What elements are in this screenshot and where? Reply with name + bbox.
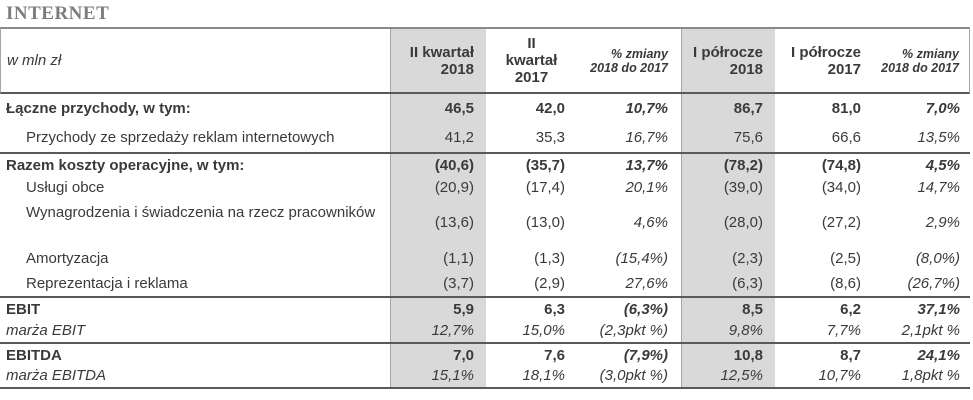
table-cell: (2,5)	[830, 250, 861, 267]
table-cell: (39,0)	[681, 176, 775, 200]
table-cell: 9,8%	[681, 319, 775, 342]
table-cell: 1,8pkt %	[901, 367, 960, 384]
unit-label: w mln zł	[7, 52, 62, 69]
table-row-total-revenue: Łączne przychody, w tym: 46,5 42,0 10,7%…	[0, 94, 970, 123]
table-row-ebit-margin: marża EBIT 12,7% 15,0% (2,3pkt %) 9,8% 7…	[0, 319, 970, 342]
table-cell: 4,5%	[925, 157, 960, 174]
table-cell: 2,1pkt %	[901, 322, 960, 339]
table-cell: 16,7%	[625, 129, 668, 146]
table-cell: 13,7%	[625, 157, 668, 174]
table-cell: (2,9)	[534, 275, 565, 292]
table-cell: 8,7	[840, 347, 861, 364]
table-cell: 15,0%	[522, 322, 565, 339]
row-label: marża EBIT	[6, 322, 86, 339]
table-header-row: w mln zł II kwartał 2018 II kwartał 2017…	[0, 27, 970, 94]
table-cell: (1,3)	[534, 250, 565, 267]
row-label: marża EBITDA	[6, 367, 107, 384]
table-cell: 12,5%	[681, 365, 775, 387]
table-cell: (8,0%)	[915, 250, 960, 267]
row-label: Przychody ze sprzedaży reklam internetow…	[26, 129, 335, 146]
financial-table: w mln zł II kwartał 2018 II kwartał 2017…	[0, 27, 970, 389]
header-q2-2018: II kwartał 2018	[390, 29, 486, 92]
table-cell: (15,4%)	[615, 250, 668, 267]
table-cell: 37,1%	[917, 301, 960, 318]
table-cell: (27,2)	[821, 214, 861, 231]
table-cell: (6,3%)	[623, 301, 668, 318]
row-label: Reprezentacja i reklama	[26, 275, 188, 292]
header-q2-2017: II kwartał 2017	[505, 35, 558, 86]
table-row-amortization: Amortyzacja (1,1) (1,3) (15,4%) (2,3) (2…	[0, 246, 970, 271]
table-row-external-services: Usługi obce (20,9) (17,4) 20,1% (39,0) (…	[0, 176, 970, 200]
table-cell: (35,7)	[525, 157, 565, 174]
table-cell: (2,3)	[681, 246, 775, 271]
table-cell: 15,1%	[390, 365, 486, 387]
page-title: INTERNET	[6, 3, 110, 24]
table-cell: 7,7%	[826, 322, 861, 339]
header-h1-2017: I półrocze 2017	[790, 43, 861, 78]
table-cell: 35,3	[535, 129, 565, 146]
table-row-salaries: Wynagrodzenia i świadczenia na rzecz pra…	[0, 200, 970, 246]
row-label: Razem koszty operacyjne, w tym:	[6, 157, 245, 174]
table-cell: (26,7%)	[907, 275, 960, 292]
table-cell: (3,0pkt %)	[599, 367, 668, 384]
table-row-operating-costs: Razem koszty operacyjne, w tym: (40,6) (…	[0, 152, 970, 176]
row-label: Usługi obce	[26, 179, 105, 196]
table-cell: (34,0)	[821, 179, 861, 196]
table-cell: 20,1%	[625, 179, 668, 196]
table-cell: 14,7%	[917, 179, 960, 196]
row-label: EBIT	[6, 301, 41, 318]
table-cell: 86,7	[681, 94, 775, 123]
table-cell: 10,7%	[625, 100, 668, 117]
table-cell: (3,7)	[390, 271, 486, 296]
table-cell: 13,5%	[917, 129, 960, 146]
table-row-ebitda-margin: marża EBITDA 15,1% 18,1% (3,0pkt %) 12,5…	[0, 365, 970, 387]
table-cell: 6,3	[544, 301, 565, 318]
table-cell: 2,9%	[925, 214, 960, 231]
table-cell: 24,1%	[917, 347, 960, 364]
header-change-halfyear: % zmiany 2018 do 2017	[881, 46, 959, 75]
table-cell: 7,0%	[925, 100, 960, 117]
row-label: Łączne przychody, w tym:	[6, 100, 191, 117]
table-cell: 27,6%	[625, 275, 668, 292]
table-cell: 4,6%	[633, 214, 668, 231]
table-cell: 5,9	[390, 298, 486, 319]
table-cell: (1,1)	[390, 246, 486, 271]
table-cell: 6,2	[840, 301, 861, 318]
table-cell: 18,1%	[522, 367, 565, 384]
table-cell: 8,5	[681, 298, 775, 319]
table-cell: (28,0)	[681, 200, 775, 246]
row-label: EBITDA	[6, 347, 62, 364]
table-cell: 7,6	[544, 347, 565, 364]
table-row-ebitda: EBITDA 7,0 7,6 (7,9%) 10,8 8,7 24,1%	[0, 342, 970, 365]
table-cell: 75,6	[681, 123, 775, 152]
table-row-representation: Reprezentacja i reklama (3,7) (2,9) 27,6…	[0, 271, 970, 296]
table-cell: 46,5	[390, 94, 486, 123]
row-label: Wynagrodzenia i świadczenia na rzecz pra…	[26, 204, 376, 221]
table-cell: 41,2	[390, 123, 486, 152]
header-h1-2018: I półrocze 2018	[681, 29, 775, 92]
table-cell: (13,0)	[525, 214, 565, 231]
row-label: Amortyzacja	[26, 250, 109, 267]
table-cell: (74,8)	[821, 157, 861, 174]
table-cell: (17,4)	[525, 179, 565, 196]
table-cell: 42,0	[535, 100, 565, 117]
table-cell: (13,6)	[390, 200, 486, 246]
table-row-ebit: EBIT 5,9 6,3 (6,3%) 8,5 6,2 37,1%	[0, 296, 970, 319]
table-cell: 66,6	[831, 129, 861, 146]
table-cell: (2,3pkt %)	[599, 322, 668, 339]
table-cell: 12,7%	[390, 319, 486, 342]
table-cell: (40,6)	[390, 154, 486, 176]
table-cell: 10,7%	[818, 367, 861, 384]
header-change-quarter: % zmiany 2018 do 2017	[590, 46, 668, 75]
table-cell: (7,9%)	[623, 347, 668, 364]
table-cell: 7,0	[390, 344, 486, 365]
table-cell: 81,0	[831, 100, 861, 117]
table-cell: (6,3)	[681, 271, 775, 296]
table-cell: (20,9)	[390, 176, 486, 200]
table-row-ad-sales-revenue: Przychody ze sprzedaży reklam internetow…	[0, 123, 970, 152]
table-cell: (8,6)	[830, 275, 861, 292]
table-cell: 10,8	[681, 344, 775, 365]
table-cell: (78,2)	[681, 154, 775, 176]
